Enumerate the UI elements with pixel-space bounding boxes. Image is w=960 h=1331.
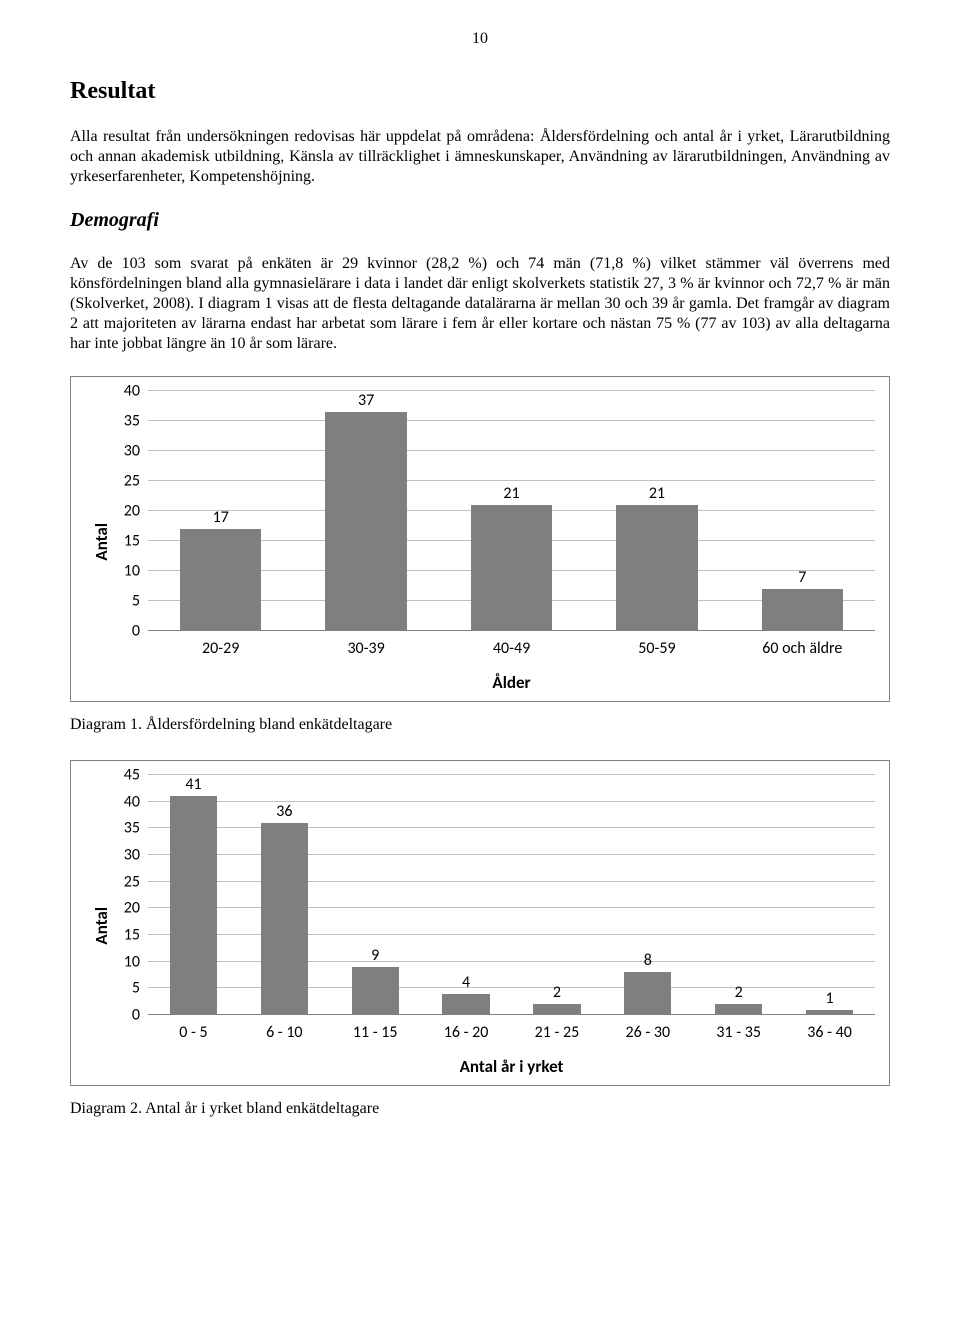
chart-2-xtick-label: 21 - 25 <box>512 1023 603 1042</box>
chart-2-xlabel: Antal år i yrket <box>148 1056 875 1077</box>
chart-1-caption: Diagram 1. Åldersfördelning bland enkätd… <box>70 716 890 734</box>
chart-2-bars-row: 41 36 9 4 2 8 2 1 <box>148 775 875 1015</box>
chart-2-bar-value: 9 <box>371 946 379 965</box>
demografi-paragraph: Av de 103 som svarat på enkäten är 29 kv… <box>70 254 890 354</box>
chart-1-xtick-label: 60 och äldre <box>730 639 875 658</box>
chart-1-bar-slot: 21 <box>439 391 584 631</box>
chart-1-bar-slot: 21 <box>584 391 729 631</box>
chart-1-bars-row: 17 37 21 21 7 <box>148 391 875 631</box>
chart-2-ytick-label: 30 <box>124 846 140 865</box>
chart-2-bar-slot: 1 <box>784 775 875 1015</box>
chart-1-xtick-label: 30-39 <box>293 639 438 658</box>
chart-2-bar <box>715 1004 762 1015</box>
chart-2-bar-value: 36 <box>276 802 292 821</box>
chart-2-ytick-label: 35 <box>124 819 140 838</box>
chart-1-bar-value: 21 <box>649 484 665 503</box>
chart-2-bar-value: 41 <box>185 775 201 794</box>
chart-2-bar-slot: 2 <box>693 775 784 1015</box>
chart-1-ytick-label: 25 <box>124 472 140 491</box>
chart-2-bar-slot: 2 <box>512 775 603 1015</box>
chart-2-xtick-label: 36 - 40 <box>784 1023 875 1042</box>
chart-2-ytick-label: 45 <box>124 766 140 785</box>
chart-2-bar-value: 1 <box>826 989 834 1008</box>
chart-2-plot-area: 0510152025303540454136942821 <box>148 775 875 1015</box>
chart-1-ytick-label: 35 <box>124 412 140 431</box>
chart-2-bar-value: 2 <box>553 983 561 1002</box>
chart-2-xtick-label: 26 - 30 <box>602 1023 693 1042</box>
section-title: Resultat <box>70 78 890 105</box>
chart-2-bar <box>170 796 217 1015</box>
chart-1-bar <box>762 589 843 631</box>
chart-1-container: Antal 0 5 10 15 20 25 30 35 40 17 37 21 21 7 20-2930-… <box>70 376 890 702</box>
chart-1-bar <box>325 412 406 631</box>
chart-1-xtick-label: 20-29 <box>148 639 293 658</box>
chart-2-xtick-label: 16 - 20 <box>421 1023 512 1042</box>
chart-1-bar-slot: 17 <box>148 391 293 631</box>
subsection-title: Demografi <box>70 209 890 232</box>
chart-2-bar <box>261 823 308 1015</box>
chart-1-ytick-label: 10 <box>124 562 140 581</box>
chart-2-xticks: 0 - 56 - 1011 - 1516 - 2021 - 2526 - 303… <box>148 1023 875 1042</box>
chart-2-bar <box>624 972 671 1015</box>
chart-1-bar-value: 7 <box>798 568 806 587</box>
chart-1-ytick-label: 20 <box>124 502 140 521</box>
page-number: 10 <box>70 30 890 48</box>
chart-1-plot-area: 0510152025303540173721217 <box>148 391 875 631</box>
chart-2-ylabel: Antal <box>85 907 112 945</box>
chart-1-bar-slot: 37 <box>293 391 438 631</box>
chart-2-bar <box>533 1004 580 1015</box>
chart-1-bar-value: 21 <box>503 484 519 503</box>
chart-2-xtick-label: 31 - 35 <box>693 1023 784 1042</box>
chart-2-bar-value: 8 <box>644 951 652 970</box>
chart-2-container: Antal 0 5 10 15 20 25 30 35 40 45 41 36 9 4 2 8 2 1 0 - 5… <box>70 760 890 1086</box>
chart-1-ylabel: Antal <box>85 523 112 561</box>
chart-2-xtick-label: 0 - 5 <box>148 1023 239 1042</box>
chart-1-xtick-label: 40-49 <box>439 639 584 658</box>
chart-1-xticks: 20-2930-3940-4950-5960 och äldre <box>148 639 875 658</box>
chart-1-bar-value: 17 <box>213 508 229 527</box>
chart-1-ytick-label: 15 <box>124 532 140 551</box>
intro-paragraph: Alla resultat från undersökningen redovi… <box>70 127 890 187</box>
chart-2-bar <box>352 967 399 1015</box>
chart-1-bar <box>180 529 261 631</box>
chart-2-bar-value: 4 <box>462 973 470 992</box>
chart-2-ytick-label: 40 <box>124 792 140 811</box>
chart-2-ytick-label: 15 <box>124 926 140 945</box>
chart-2-ytick-label: 0 <box>132 1006 140 1025</box>
chart-1-ytick-label: 30 <box>124 442 140 461</box>
chart-1-xtick-label: 50-59 <box>584 639 729 658</box>
chart-1-bar-value: 37 <box>358 391 374 410</box>
chart-2-xtick-label: 6 - 10 <box>239 1023 330 1042</box>
chart-1-bar <box>616 505 697 631</box>
chart-2-caption: Diagram 2. Antal år i yrket bland enkätd… <box>70 1100 890 1118</box>
chart-2-ytick-label: 5 <box>132 979 140 998</box>
chart-2-bar-value: 2 <box>735 983 743 1002</box>
chart-2-ytick-label: 20 <box>124 899 140 918</box>
chart-1-ytick-label: 5 <box>132 592 140 611</box>
chart-2-xtick-label: 11 - 15 <box>330 1023 421 1042</box>
chart-2-ytick-label: 25 <box>124 872 140 891</box>
chart-1-ytick-label: 0 <box>132 622 140 641</box>
chart-2-bar-slot: 9 <box>330 775 421 1015</box>
chart-1-xlabel: Ålder <box>148 672 875 693</box>
chart-2-ytick-label: 10 <box>124 952 140 971</box>
chart-2-bar-slot: 4 <box>421 775 512 1015</box>
chart-1-bar-slot: 7 <box>730 391 875 631</box>
chart-2-bar <box>442 994 489 1015</box>
chart-2-bar-slot: 41 <box>148 775 239 1015</box>
chart-2-bar <box>806 1010 853 1015</box>
chart-1-bar <box>471 505 552 631</box>
chart-2-bar-slot: 36 <box>239 775 330 1015</box>
chart-2-bar-slot: 8 <box>602 775 693 1015</box>
chart-1-ytick-label: 40 <box>124 382 140 401</box>
